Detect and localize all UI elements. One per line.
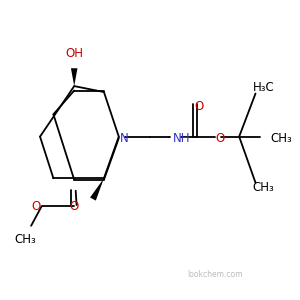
Text: O: O bbox=[31, 200, 40, 213]
Text: O: O bbox=[215, 132, 224, 145]
Text: O: O bbox=[194, 100, 204, 113]
Text: O: O bbox=[70, 200, 79, 213]
Text: CH₃: CH₃ bbox=[253, 181, 274, 194]
Text: lookchem.com: lookchem.com bbox=[188, 270, 243, 279]
Text: CH₃: CH₃ bbox=[270, 132, 292, 145]
Text: CH₃: CH₃ bbox=[14, 233, 36, 246]
Polygon shape bbox=[71, 68, 77, 86]
Text: N: N bbox=[119, 132, 128, 145]
Text: H₃C: H₃C bbox=[253, 81, 274, 94]
Text: NH: NH bbox=[172, 132, 190, 145]
Text: OH: OH bbox=[65, 47, 83, 60]
Polygon shape bbox=[90, 178, 104, 201]
